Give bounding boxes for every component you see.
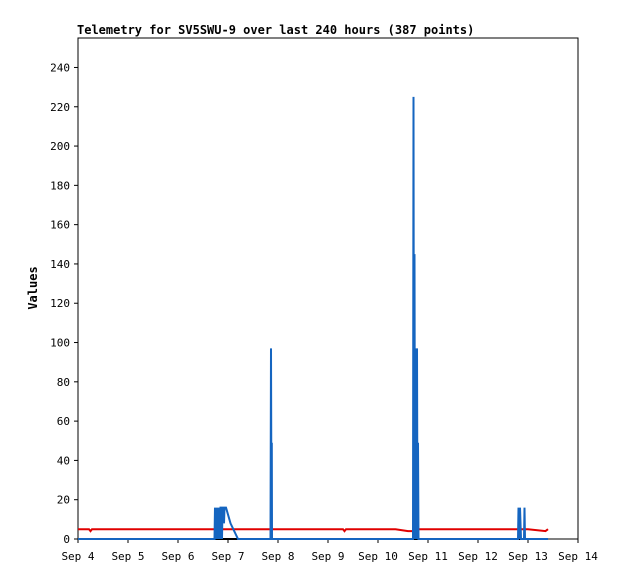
x-tick-label: Sep 12 (458, 550, 498, 563)
y-tick-label: 240 (50, 61, 70, 74)
x-tick-label: Sep 9 (311, 550, 344, 563)
x-tick-label: Sep 11 (408, 550, 448, 563)
y-tick-label: 0 (63, 533, 70, 546)
x-tick-label: Sep 5 (111, 550, 144, 563)
y-tick-label: 40 (57, 454, 70, 467)
x-tick-label: Sep 4 (61, 550, 94, 563)
y-tick-label: 180 (50, 179, 70, 192)
x-tick-label: Sep 10 (358, 550, 398, 563)
x-tick-label: Sep 6 (161, 550, 194, 563)
series-layer (78, 96, 549, 540)
y-axis-label: Values (26, 266, 40, 309)
x-axis: Sep 4 Sep 5 Sep 6 Sep 7 Sep 8 Sep 9 Sep 10 Sep … (61, 539, 598, 563)
chart-title: Telemetry for SV5SWU-9 over last 240 hou… (77, 23, 474, 37)
x-tick-label: Sep 14 (558, 550, 598, 563)
x-tick-label: Sep 13 (508, 550, 548, 563)
y-tick-label: 220 (50, 101, 70, 114)
y-tick-label: 200 (50, 140, 70, 153)
y-tick-label: 60 (57, 415, 70, 428)
y-tick-label: 100 (50, 337, 70, 350)
y-tick-label: 140 (50, 258, 70, 271)
y-tick-label: 20 (57, 494, 70, 507)
y-axis: 0 20 40 60 80 100 120 140 160 180 200 220 240 (50, 61, 78, 546)
x-tick-label: Sep 7 (211, 550, 244, 563)
series-2-line (78, 96, 548, 540)
y-tick-label: 80 (57, 376, 70, 389)
y-tick-label: 160 (50, 219, 70, 232)
plot-area (77, 37, 579, 540)
series-0-line (78, 528, 549, 533)
y-tick-label: 120 (50, 297, 70, 310)
x-tick-label: Sep 8 (261, 550, 294, 563)
